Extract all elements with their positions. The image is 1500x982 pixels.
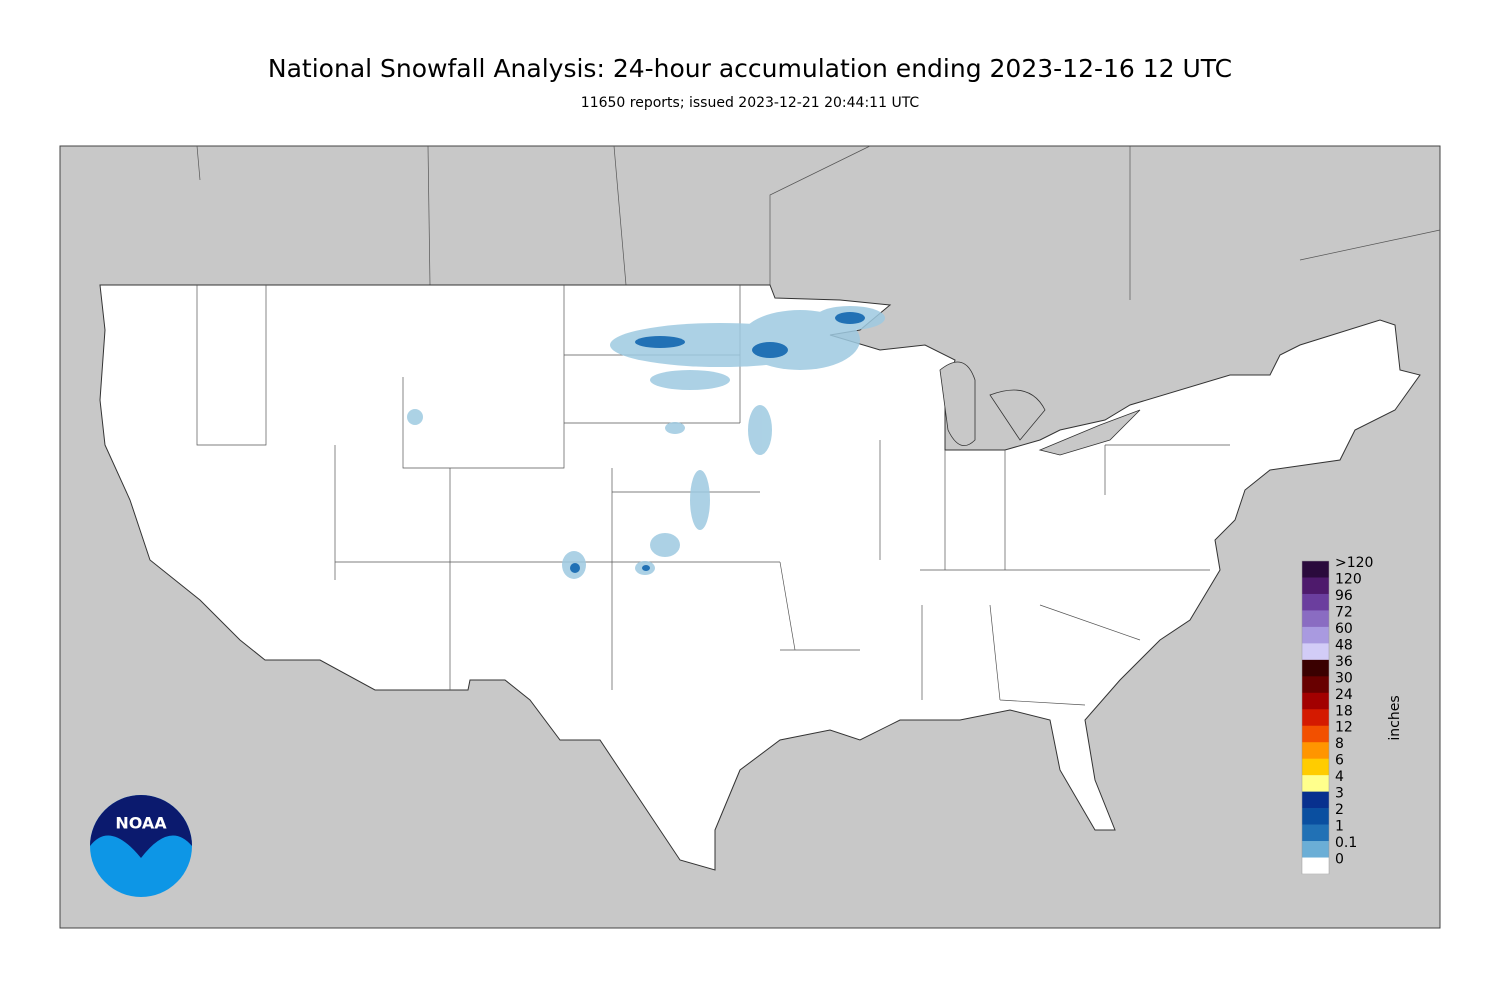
legend-label: >120 xyxy=(1335,555,1373,571)
legend-label: 12 xyxy=(1335,720,1353,736)
legend-swatch xyxy=(1302,775,1329,792)
legend-label: 120 xyxy=(1335,571,1362,587)
legend-label: 1 xyxy=(1335,819,1344,835)
legend-swatch xyxy=(1302,808,1329,825)
legend-swatch xyxy=(1302,561,1329,578)
legend-label: 96 xyxy=(1335,588,1353,604)
legend-label: 8 xyxy=(1335,736,1344,752)
legend-swatch xyxy=(1302,610,1329,628)
legend-label: 48 xyxy=(1335,637,1353,653)
legend-swatch xyxy=(1302,841,1329,858)
legend-label: 6 xyxy=(1335,753,1344,769)
legend-swatch xyxy=(1302,659,1329,677)
legend-label: 3 xyxy=(1335,786,1344,802)
legend-label: 24 xyxy=(1335,687,1353,703)
legend-swatch xyxy=(1302,791,1329,809)
logo-text: NOAA xyxy=(115,814,167,833)
legend-label: 4 xyxy=(1335,769,1344,785)
legend-label: 36 xyxy=(1335,654,1353,670)
legend-swatch xyxy=(1302,824,1329,842)
legend-label: 2 xyxy=(1335,802,1344,818)
legend-label: 18 xyxy=(1335,703,1353,719)
legend-swatch xyxy=(1302,709,1329,727)
legend-swatch xyxy=(1302,857,1329,875)
legend-label: 0 xyxy=(1335,852,1344,868)
legend-swatch xyxy=(1302,643,1329,661)
noaa-logo: NOAA xyxy=(90,795,192,897)
legend-swatch xyxy=(1302,742,1329,759)
map xyxy=(59,145,1441,929)
legend-unit: inches xyxy=(1387,695,1403,740)
legend-frame xyxy=(1301,560,1330,875)
legend-label: 72 xyxy=(1335,604,1353,620)
legend-swatch xyxy=(1302,676,1329,694)
legend-swatch xyxy=(1302,577,1329,595)
subtitle: 11650 reports; issued 2023-12-21 20:44:1… xyxy=(581,95,920,111)
legend-swatch xyxy=(1302,758,1329,776)
legend-label: 0.1 xyxy=(1335,835,1357,851)
title: National Snowfall Analysis: 24-hour accu… xyxy=(268,54,1232,83)
legend-label: 30 xyxy=(1335,670,1353,686)
legend-swatch xyxy=(1302,692,1329,710)
legend-swatch xyxy=(1302,593,1329,611)
legend-swatch xyxy=(1302,725,1329,743)
legend-swatch xyxy=(1302,626,1329,644)
legend-label: 60 xyxy=(1335,621,1353,637)
